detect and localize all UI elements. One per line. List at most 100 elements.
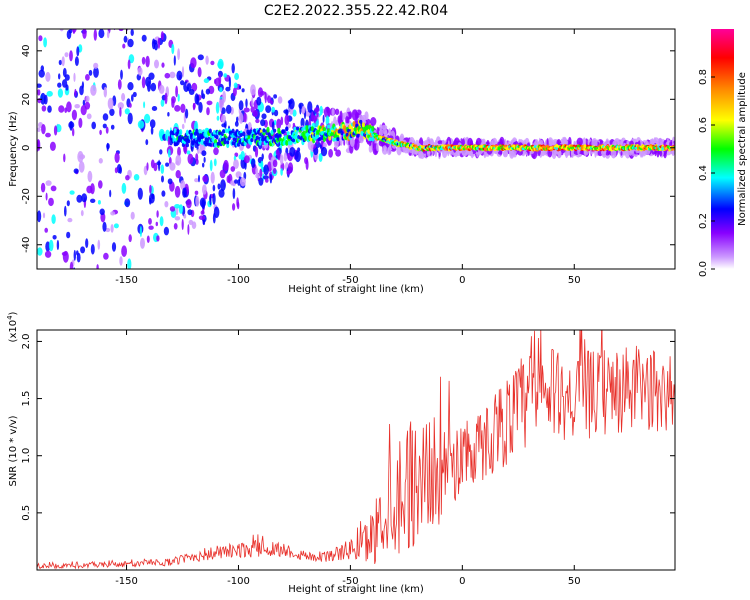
- colorbar-tick-label: 0.4: [698, 165, 709, 181]
- spectrogram-cell: [121, 245, 127, 257]
- spectrogram-cell: [173, 55, 176, 66]
- spectrogram-cell: [271, 121, 275, 131]
- spectrogram-cell: [376, 126, 380, 137]
- spectrogram-cell: [90, 84, 97, 96]
- spectrogram-cell: [180, 80, 185, 86]
- spectrogram-cell: [198, 174, 200, 183]
- spectrogram-ridge-cell: [285, 126, 289, 131]
- spectrogram-ridge-cell: [289, 140, 293, 146]
- spectrogram-cell: [287, 153, 290, 160]
- spectrogram-cell: [69, 190, 75, 195]
- spectrogram-ridge-cell: [302, 130, 306, 136]
- spectrogram-cell: [131, 94, 134, 102]
- spectrogram-cell: [62, 79, 68, 88]
- spectrogram-cell: [565, 149, 569, 159]
- spectrogram-cell: [186, 150, 191, 155]
- spectrogram-ridge-cell: [196, 132, 200, 138]
- spectrogram-cell: [73, 168, 79, 174]
- spectrogram-ridge-cell: [305, 125, 309, 131]
- spectrogram-cell: [130, 29, 134, 36]
- spectrogram-ytick-label: 0: [21, 145, 32, 151]
- spectrogram-ytick-label: -40: [21, 237, 32, 253]
- spectrogram-cell: [272, 167, 277, 174]
- spectrogram-cell: [90, 13, 92, 22]
- spectrogram-cell: [157, 37, 161, 49]
- spectrogram-ridge-cell: [332, 137, 336, 142]
- spectrogram-cell: [277, 96, 283, 104]
- spectrogram-cell: [88, 69, 93, 76]
- spectrogram-cell: [38, 273, 41, 279]
- spectrogram-cell: [212, 193, 216, 205]
- spectrogram-cell: [85, 238, 89, 249]
- spectrogram-cell: [194, 178, 199, 183]
- spectrogram-cell: [93, 29, 98, 41]
- spectrogram-cell: [73, 72, 76, 82]
- spectrogram-cell: [113, 223, 119, 229]
- spectrogram-cell: [198, 101, 203, 113]
- spectrogram-cell: [275, 149, 280, 156]
- colorbar-tick-label: 0.8: [698, 69, 709, 85]
- spectrogram-cell: [109, 108, 115, 117]
- spectrogram-cell: [37, 210, 42, 223]
- spectrogram-cell: [659, 150, 663, 157]
- spectrogram-cell: [239, 177, 246, 187]
- spectrogram-ridge-cell: [261, 137, 265, 142]
- spectrogram-cell: [376, 142, 379, 152]
- spectrogram-cell: [186, 198, 192, 209]
- spectrogram-cell: [547, 137, 554, 149]
- spectrogram-cell: [202, 162, 205, 168]
- spectrogram-cell: [145, 139, 149, 146]
- spectrogram-cell: [93, 66, 99, 78]
- spectrogram-xlabel: Height of straight line (km): [288, 284, 424, 295]
- spectrogram-cell: [38, 35, 43, 42]
- spectrogram-cell: [137, 187, 143, 200]
- spectrogram-cell: [161, 62, 165, 68]
- spectrogram-cell: [154, 59, 159, 69]
- spectrogram-cell: [160, 164, 165, 174]
- spectrogram-cell: [328, 148, 333, 158]
- spectrogram-cell: [59, 29, 64, 32]
- spectrogram-ridge-cell: [340, 131, 344, 136]
- spectrogram-cell: [379, 124, 383, 131]
- spectrogram-cell: [137, 120, 145, 129]
- snr-ylabel: SNR (10 * v/v): [8, 415, 19, 486]
- spectrogram-ridge-cell: [262, 128, 266, 133]
- spectrogram-cell: [109, 277, 114, 282]
- spectrogram-cell: [232, 203, 236, 211]
- spectrogram-cell: [305, 159, 309, 171]
- snr-ytick-label: 1.0: [21, 448, 32, 464]
- spectrogram-ridge-cell: [231, 141, 235, 146]
- spectrogram-cell: [276, 118, 282, 130]
- spectrogram-cell: [181, 123, 185, 130]
- spectrogram-cell: [105, 126, 109, 134]
- spectrogram-cell: [111, 10, 117, 19]
- spectrogram-cell: [323, 106, 330, 118]
- spectrogram-cell: [91, 121, 96, 130]
- spectrogram-cell: [42, 0, 47, 7]
- spectrogram-cell: [53, 15, 56, 24]
- spectrogram-cell: [77, 151, 84, 163]
- spectrogram-cell: [218, 99, 224, 109]
- spectrogram-cell: [280, 116, 284, 126]
- spectrogram-cell: [167, 178, 173, 185]
- spectrogram-cell: [234, 179, 238, 184]
- spectrogram-cell: [206, 107, 210, 116]
- spectrogram-ridge-cell: [218, 131, 222, 136]
- spectrogram-ridge-cell: [318, 136, 322, 141]
- spectrogram-cell: [299, 104, 302, 115]
- spectrogram-cell: [133, 0, 139, 1]
- spectrogram-cell: [128, 102, 132, 108]
- spectrogram-ridge-cell: [249, 129, 253, 134]
- spectrogram-cell: [64, 52, 69, 58]
- spectrogram-cell: [114, 167, 118, 174]
- spectrogram-cell: [238, 85, 242, 90]
- spectrogram-ridge-cell: [231, 128, 235, 134]
- spectrogram-cell: [82, 0, 85, 6]
- spectrogram-cell: [468, 150, 474, 157]
- spectrogram-cell: [60, 270, 66, 275]
- spectrogram-cell: [40, 271, 43, 283]
- spectrogram-cell: [40, 182, 46, 193]
- spectrogram-cell: [160, 99, 165, 107]
- spectrogram-cell: [123, 35, 128, 43]
- spectrogram-cell: [177, 93, 180, 102]
